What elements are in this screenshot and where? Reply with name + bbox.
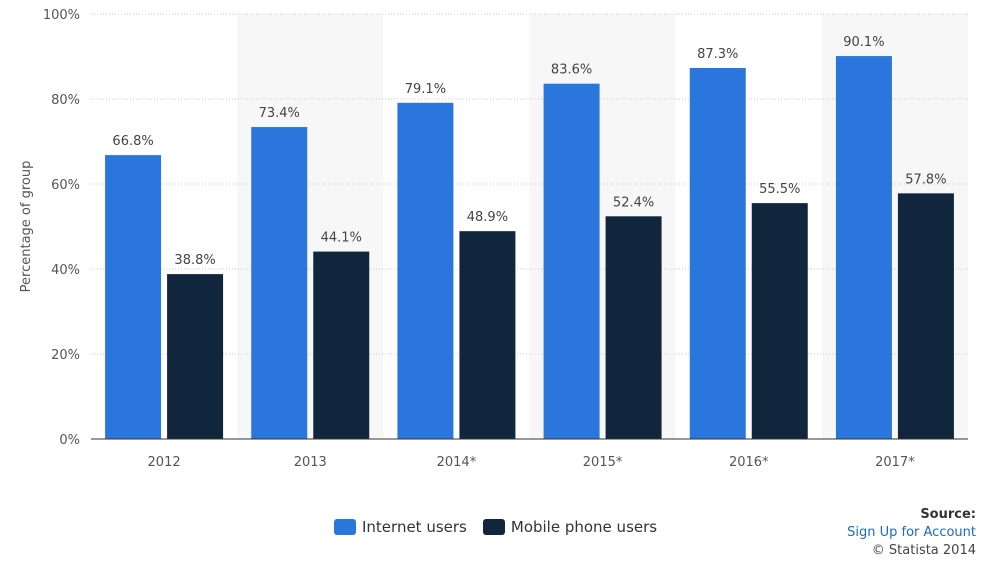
x-tick-label-4: 2016* [729, 455, 769, 470]
bar-mobile-1 [313, 251, 370, 439]
x-tick-label-2: 2014* [437, 455, 477, 470]
x-tick-label-0: 2012 [148, 455, 181, 470]
bar-mobile-4 [751, 203, 808, 439]
data-label-internet-2: 79.1% [405, 82, 446, 97]
data-label-mobile-1: 44.1% [321, 231, 362, 246]
y-tick-label-2: 40% [51, 263, 80, 278]
source-copyright: © Statista 2014 [871, 543, 976, 558]
legend-swatch-internet-users [334, 519, 356, 535]
bar-internet-3 [543, 83, 600, 439]
data-label-internet-0: 66.8% [112, 134, 153, 149]
source-link[interactable]: Sign Up for Account [847, 525, 976, 540]
y-axis-title: Percentage of group [19, 161, 34, 293]
data-label-internet-1: 73.4% [259, 106, 300, 121]
bar-mobile-5 [897, 193, 954, 439]
x-tick-label-5: 2017* [875, 455, 915, 470]
x-tick-label-1: 2013 [294, 455, 327, 470]
bar-internet-2 [397, 102, 454, 439]
source-title: Source: [920, 507, 976, 522]
bar-mobile-3 [605, 216, 662, 439]
bar-chart: 0% 20% 40% 60% 80% 100% Percentage of group 66.… [19, 8, 968, 470]
y-tick-label-4: 80% [51, 93, 80, 108]
bar-mobile-2 [459, 231, 516, 439]
x-tick-label-3: 2015* [583, 455, 623, 470]
legend-label-internet-users: Internet users [362, 518, 467, 536]
data-label-mobile-0: 38.8% [174, 253, 215, 268]
legend-item-internet-users[interactable]: Internet users [334, 518, 467, 536]
y-tick-label-3: 60% [51, 178, 80, 193]
bar-internet-5 [835, 56, 892, 439]
bar-internet-1 [251, 127, 308, 440]
y-tick-label-0: 0% [59, 433, 80, 448]
data-label-internet-4: 87.3% [697, 47, 738, 62]
data-label-mobile-5: 57.8% [905, 172, 946, 187]
data-label-internet-3: 83.6% [551, 63, 592, 78]
legend-label-mobile-phone-users: Mobile phone users [510, 518, 658, 536]
legend-swatch-mobile-phone-users [482, 519, 505, 535]
bar-internet-0 [105, 155, 162, 439]
bar-mobile-0 [167, 274, 224, 439]
bar-internet-4 [689, 67, 746, 439]
y-tick-label-1: 20% [51, 348, 80, 363]
data-label-mobile-3: 52.4% [613, 195, 654, 210]
data-label-mobile-2: 48.9% [467, 210, 508, 225]
y-tick-label-5: 100% [43, 8, 80, 23]
legend: Internet users Mobile phone users [334, 518, 673, 536]
data-label-internet-5: 90.1% [843, 35, 884, 50]
data-label-mobile-4: 55.5% [759, 182, 800, 197]
legend-item-mobile-phone-users[interactable]: Mobile phone users [482, 518, 658, 536]
source-block: Source: Sign Up for Account © Statista 2… [847, 506, 976, 560]
